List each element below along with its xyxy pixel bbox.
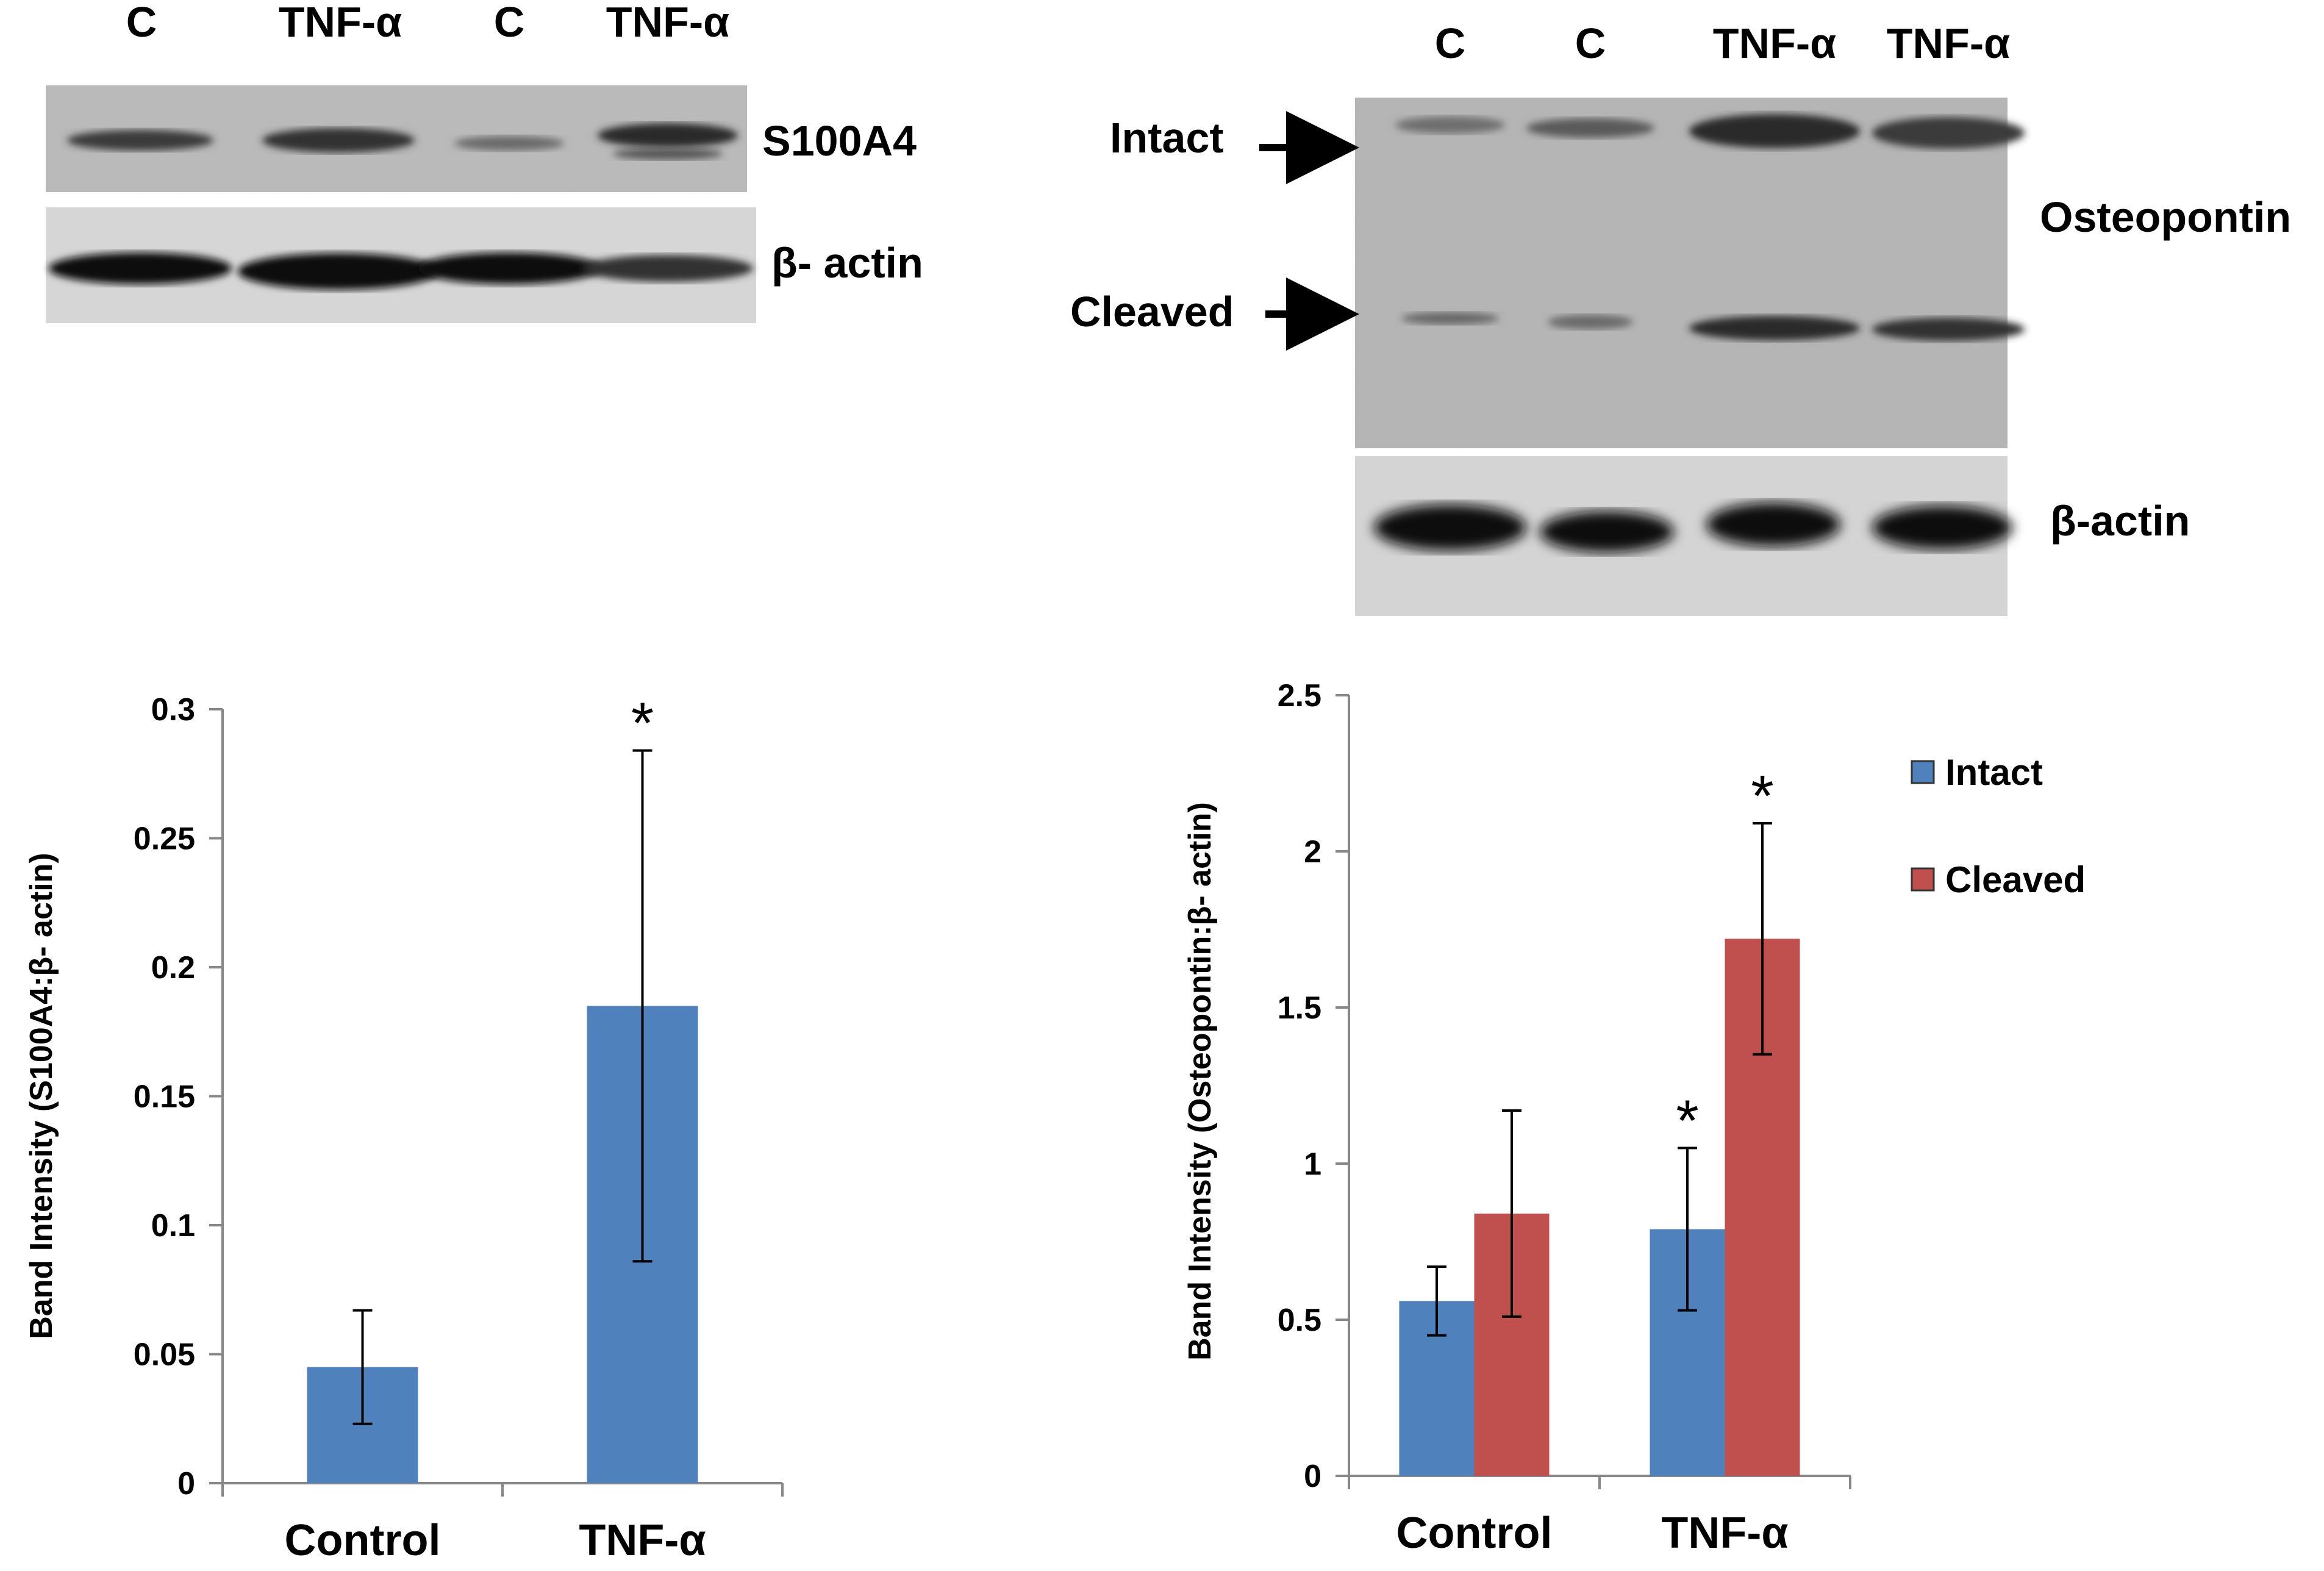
left-lane-label-2: TNF-α (279, 0, 402, 46)
right-actin-band-1 (1374, 504, 1526, 551)
intact-band-lane-1 (1395, 116, 1505, 134)
s100a4-band-lane-4 (598, 123, 738, 148)
right-lane-label-3: TNF-α (1713, 20, 1836, 67)
s100a4-blot-panel (46, 85, 747, 192)
category-label: Control (285, 1516, 441, 1565)
y-tick-label: 2 (1304, 834, 1321, 870)
right-actin-blot-panel (1355, 456, 2012, 616)
right-actin-label: β-actin (2050, 497, 2190, 545)
left-lane-label-1: C (126, 0, 157, 46)
right-actin-band-2 (1540, 511, 1674, 553)
s100a4-band-lane-3 (454, 136, 564, 151)
right-actin-band-4 (1872, 506, 2012, 549)
y-tick-label: 1 (1304, 1147, 1321, 1182)
chart2-y-axis-label: Band Intensity (Osteopontin:β- actin) (1182, 802, 1218, 1361)
s100a4-bar-chart: 0 0.05 0.1 0.15 0.2 0.25 0.3 * Control TNF-α Ba… (24, 691, 784, 1565)
osteopontin-bar-chart: 0 0.5 1 1.5 2 2.5 * * Control TNF-α Band Intens… (1182, 678, 2086, 1558)
right-lane-label-4: TNF-α (1887, 20, 2010, 67)
category-label: Control (1396, 1509, 1553, 1558)
y-tick-label: 0.5 (1278, 1303, 1321, 1338)
y-tick-label: 0 (1304, 1459, 1321, 1494)
cleaved-band-lane-1 (1401, 312, 1499, 324)
s100a4-band-lane-1 (67, 130, 213, 151)
right-actin-band-3 (1706, 503, 1840, 546)
significance-star: * (631, 691, 654, 756)
y-tick-label: 0.1 (151, 1208, 195, 1244)
intact-band-lane-3 (1689, 114, 1860, 148)
s100a4-label: S100A4 (762, 117, 917, 165)
left-actin-band-3 (418, 252, 601, 284)
y-tick-label: 0.05 (134, 1337, 195, 1373)
legend-swatch-intact (1911, 760, 1935, 784)
left-lane-label-3: C (494, 0, 525, 46)
y-tick-label: 0 (177, 1466, 195, 1501)
s100a4-band-lane-2 (262, 128, 415, 152)
left-actin-blot-panel (46, 207, 756, 323)
left-actin-band-1 (49, 252, 232, 284)
y-tick-label: 0.25 (134, 821, 195, 857)
intact-label: Intact (1110, 114, 1224, 162)
chart1-y-axis-label: Band Intensity (S100A4:β- actin) (24, 853, 59, 1339)
legend-label-intact: Intact (1945, 752, 2043, 793)
cleaved-band-lane-4 (1872, 318, 2025, 341)
significance-star: * (1751, 764, 1773, 829)
legend-label-cleaved: Cleaved (1945, 859, 2086, 900)
left-lane-label-4: TNF-α (606, 0, 729, 46)
left-actin-band-2 (238, 253, 439, 290)
intact-band-lane-2 (1526, 118, 1654, 138)
y-tick-label: 1.5 (1278, 990, 1321, 1026)
right-lane-label-1: C (1435, 20, 1466, 67)
cleaved-label: Cleaved (1070, 288, 1234, 335)
left-actin-label: β- actin (771, 239, 923, 287)
osteopontin-blot-panel (1355, 98, 2025, 448)
category-label: TNF-α (1661, 1509, 1788, 1558)
y-tick-label: 0.15 (134, 1079, 195, 1115)
category-label: TNF-α (579, 1516, 706, 1565)
cleaved-band-lane-2 (1548, 315, 1633, 329)
legend-swatch-cleaved (1911, 867, 1935, 892)
y-tick-label: 0.3 (151, 692, 195, 728)
left-western-blot: C TNF-α C TNF-α S100A4 β- actin (46, 0, 923, 323)
significance-star: * (1676, 1088, 1698, 1153)
intact-band-lane-4 (1872, 117, 2025, 149)
right-lane-label-2: C (1575, 20, 1606, 67)
osteopontin-label: Osteopontin (2040, 193, 2291, 241)
y-tick-label: 2.5 (1278, 678, 1321, 714)
right-western-blot: C C TNF-α TNF-α Intact Cleaved Osteopont… (1070, 20, 2291, 616)
y-tick-label: 0.2 (151, 950, 195, 986)
chart2-legend: Intact Cleaved (1911, 752, 2086, 900)
left-actin-band-4 (582, 255, 753, 282)
cleaved-band-lane-3 (1689, 316, 1860, 340)
